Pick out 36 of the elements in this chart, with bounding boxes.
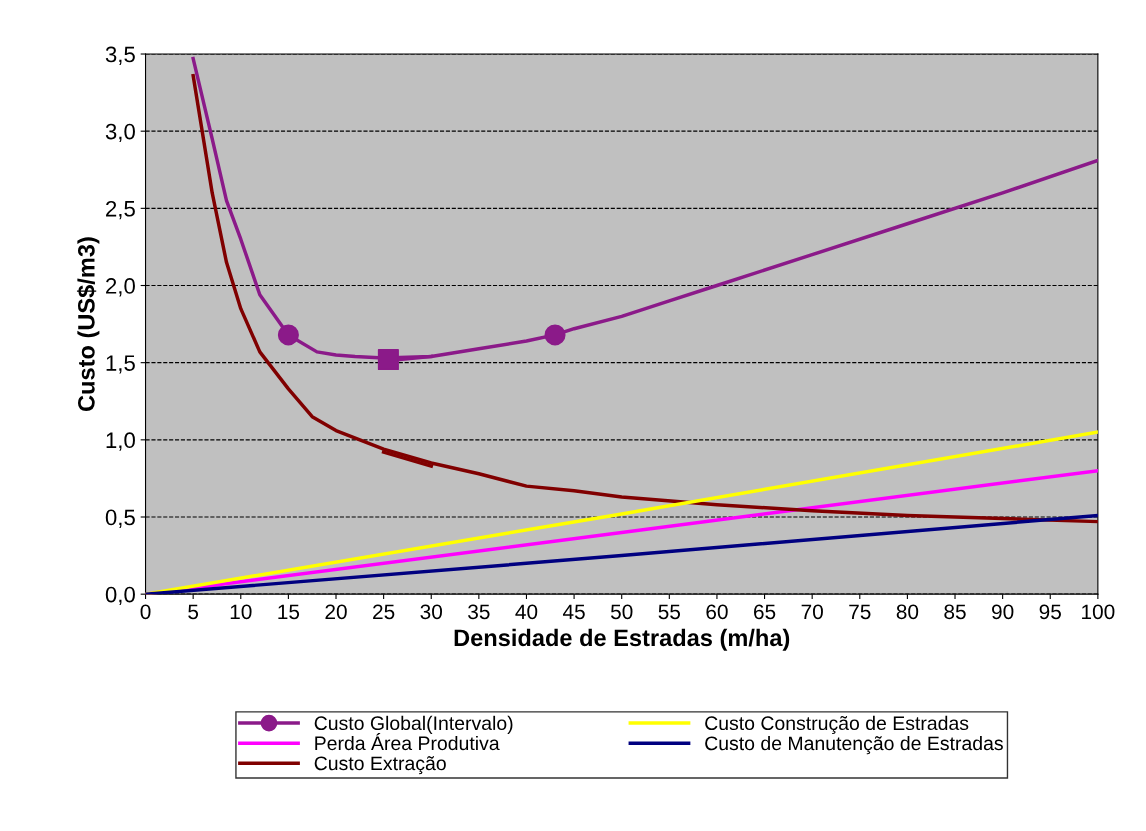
x-tick-label: 95	[1039, 604, 1061, 620]
x-tick-label: 0	[140, 604, 151, 620]
x-tick-label: 50	[610, 604, 633, 620]
legend-label: Custo Construção de Estradas	[705, 715, 969, 735]
y-tick-label: 2,0	[106, 278, 135, 297]
x-tick-label: 60	[706, 604, 728, 620]
y-tick-label: 1,0	[106, 432, 135, 451]
x-tick-label: 45	[562, 604, 585, 620]
x-tick-label: 25	[373, 604, 395, 620]
legend-label: Custo Extração	[314, 756, 446, 775]
y-tick-label: 3,0	[105, 123, 135, 143]
y-axis-title: Custo (US$/m3)	[76, 237, 100, 412]
y-tick-label: 0,5	[105, 509, 135, 528]
x-tick-label: 85	[944, 604, 966, 620]
x-axis-title: Densidade de Estradas (m/ha)	[454, 628, 790, 651]
y-tick-label: 1,5	[106, 355, 135, 374]
x-tick-label: 65	[754, 604, 776, 620]
x-tick-label: 30	[420, 604, 443, 620]
x-tick-label: 40	[515, 604, 538, 620]
x-tick-label: 90	[992, 604, 1014, 620]
x-tick-label: 80	[896, 604, 919, 620]
x-tick-label: 10	[230, 604, 252, 620]
x-tick-label: 20	[325, 604, 347, 620]
x-tick-label: 55	[658, 604, 681, 620]
x-tick-label: 70	[801, 604, 823, 620]
legend-label: Custo Global(Intervalo)	[314, 715, 513, 734]
legend-label: Perda Área Produtiva	[315, 733, 500, 751]
x-tick-label: 15	[278, 604, 300, 620]
y-tick-label: 2,5	[106, 200, 135, 220]
x-tick-label: 35	[468, 604, 490, 620]
y-tick-label: 0,0	[105, 586, 135, 606]
x-tick-label: 75	[849, 604, 871, 620]
y-tick-label: 3,5	[105, 46, 135, 65]
x-tick-label: 100	[1082, 604, 1115, 620]
legend-label: Custo de Manutenção de Estradas	[705, 735, 1003, 755]
x-tick-label: 5	[188, 604, 199, 620]
